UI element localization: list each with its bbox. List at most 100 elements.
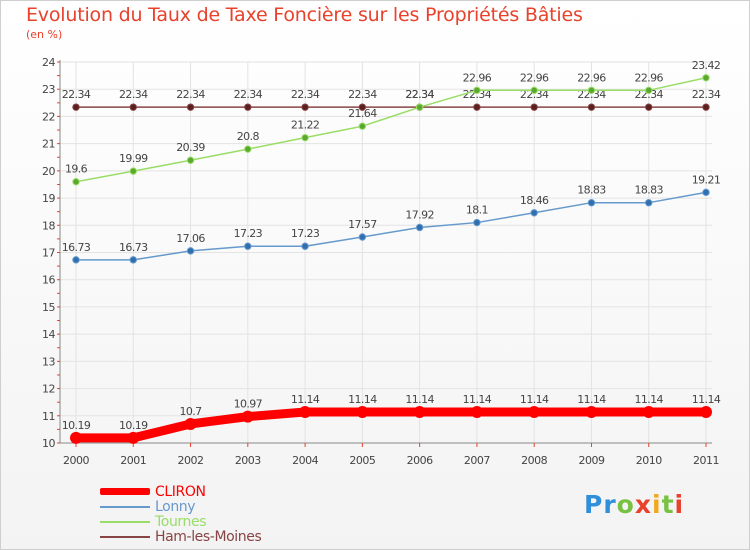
data-label-tournes: 21.22 (291, 119, 320, 132)
chart-subtitle: (en %) (26, 28, 63, 41)
data-label-tournes: 22.96 (520, 71, 549, 84)
data-point-cliron (184, 417, 197, 430)
data-point-tournes (244, 145, 252, 153)
data-point-ham-les-moines (186, 103, 195, 111)
series-line-cliron (71, 407, 711, 443)
data-label-cliron: 11.14 (692, 393, 721, 406)
x-tick-label: 2007 (464, 454, 490, 467)
data-label-tournes: 22.96 (577, 71, 606, 84)
data-point-lonny (473, 218, 481, 227)
data-label-lonny: 18.83 (634, 184, 663, 197)
data-label-cliron: 11.14 (463, 393, 492, 406)
data-point-tournes (358, 122, 367, 130)
data-point-ham-les-moines (358, 103, 367, 111)
data-label-lonny: 18.46 (520, 194, 549, 207)
data-label-ham-les-moines: 22.34 (692, 88, 721, 101)
data-point-lonny (415, 223, 424, 232)
data-point-tournes (645, 86, 653, 95)
data-label-ham-les-moines: 22.34 (634, 88, 663, 101)
x-tick-label: 2000 (63, 454, 89, 467)
data-label-ham-les-moines: 22.34 (405, 88, 434, 101)
data-label-lonny: 17.57 (348, 218, 377, 231)
data-point-lonny (129, 256, 137, 264)
data-point-cliron (470, 405, 483, 418)
y-tick-label: 11 (42, 410, 55, 423)
data-point-lonny (702, 188, 710, 197)
x-tick-label: 2003 (235, 454, 261, 467)
data-label-ham-les-moines: 22.34 (119, 88, 148, 101)
data-label-cliron: 11.14 (291, 393, 320, 406)
series-line-tournes (75, 77, 707, 183)
y-tick-label: 14 (42, 328, 55, 341)
data-label-ham-les-moines: 22.34 (291, 88, 320, 101)
data-point-lonny (587, 198, 596, 207)
data-point-lonny (244, 242, 252, 250)
data-label-tournes: 23.42 (692, 59, 721, 72)
data-label-lonny: 19.21 (692, 173, 721, 186)
data-label-cliron: 11.14 (348, 393, 377, 406)
data-label-tournes: 22.96 (463, 71, 492, 84)
y-tick-label: 12 (42, 383, 55, 396)
x-tick-label: 2006 (407, 454, 433, 467)
y-tick-label: 17 (42, 247, 55, 260)
legend-label-cliron: CLIRON (155, 484, 206, 500)
data-point-tournes (530, 86, 538, 95)
x-tick-label: 2011 (693, 454, 719, 467)
data-label-ham-les-moines: 22.34 (176, 88, 205, 101)
data-label-tournes: 20.39 (176, 141, 205, 154)
y-tick-label: 20 (42, 165, 55, 178)
data-point-ham-les-moines (72, 103, 80, 111)
data-point-ham-les-moines (301, 103, 309, 111)
legend-swatch-lonny (100, 506, 150, 508)
data-point-cliron (642, 405, 655, 418)
legend-label-ham-les-moines: Ham-les-Moines (155, 529, 262, 545)
y-tick-label: 10 (42, 437, 55, 450)
data-point-cliron (585, 405, 598, 418)
data-label-cliron: 11.14 (577, 393, 606, 406)
data-label-cliron: 11.14 (520, 393, 549, 406)
data-point-cliron (528, 405, 541, 418)
data-point-tournes (129, 167, 137, 175)
legend-swatch-cliron (100, 488, 150, 495)
y-tick-label: 15 (42, 301, 55, 314)
data-point-ham-les-moines (587, 103, 596, 111)
data-label-ham-les-moines: 22.34 (348, 88, 377, 101)
data-label-cliron: 11.14 (405, 393, 434, 406)
data-label-ham-les-moines: 22.34 (577, 88, 606, 101)
data-point-tournes (186, 156, 195, 164)
chart-title: Evolution du Taux de Taxe Foncière sur l… (26, 4, 583, 26)
data-point-tournes (72, 178, 80, 186)
data-point-lonny (530, 209, 538, 217)
data-point-lonny (645, 198, 653, 207)
data-label-cliron: 11.14 (634, 393, 663, 406)
proxiti-logo: Proxiti (584, 490, 685, 519)
legend-swatch-tournes (100, 521, 150, 523)
data-label-ham-les-moines: 22.34 (520, 88, 549, 101)
data-label-tournes: 21.64 (348, 107, 377, 120)
data-label-lonny: 18.1 (466, 204, 488, 217)
y-tick-label: 22 (42, 110, 55, 123)
series-line-lonny (75, 191, 707, 261)
data-label-tournes: 22.96 (634, 71, 663, 84)
data-point-cliron (356, 405, 369, 418)
data-label-tournes: 22.34 (405, 88, 434, 101)
legend-label-tournes: Tournes (155, 514, 207, 530)
data-label-cliron: 10.7 (179, 405, 202, 418)
data-point-cliron (127, 431, 140, 444)
y-tick-label: 21 (42, 138, 55, 151)
x-tick-label: 2001 (120, 454, 146, 467)
x-tick-label: 2009 (578, 454, 604, 467)
data-point-lonny (358, 233, 367, 241)
data-point-lonny (72, 256, 80, 264)
data-point-cliron (70, 431, 82, 444)
data-point-tournes (702, 74, 710, 82)
data-label-cliron: 10.97 (234, 398, 263, 411)
data-point-lonny (301, 242, 309, 250)
x-tick-label: 2010 (636, 454, 662, 467)
data-point-cliron (413, 405, 426, 418)
legend-label-lonny: Lonny (155, 499, 196, 515)
data-point-ham-les-moines (129, 103, 137, 111)
data-label-lonny: 16.73 (119, 241, 148, 254)
